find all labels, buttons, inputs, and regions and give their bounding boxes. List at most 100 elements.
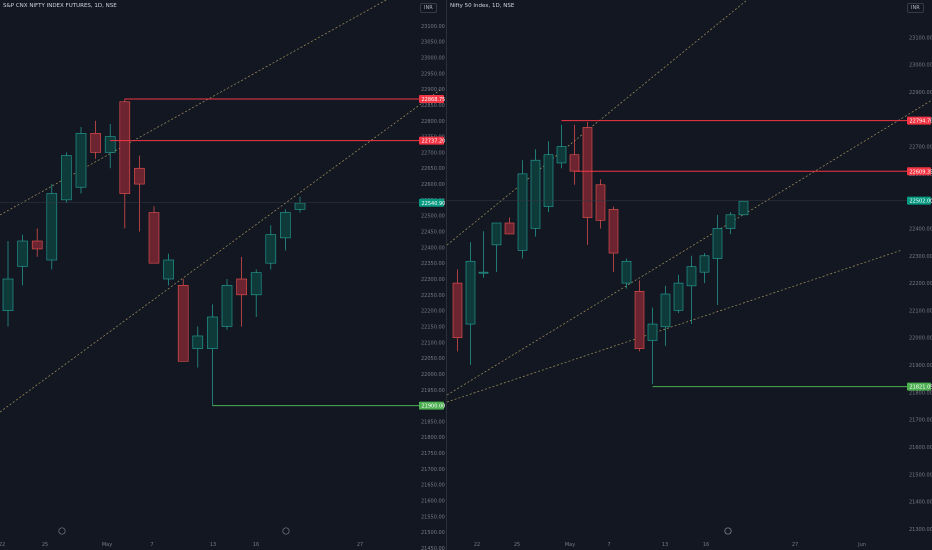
candle <box>46 184 58 270</box>
x-tick-label: 27 <box>357 542 363 548</box>
candle <box>61 152 72 204</box>
resistance-price-badge <box>907 116 931 125</box>
y-tick-label: 21300.00 <box>909 527 932 533</box>
candle <box>491 222 502 273</box>
candle <box>75 127 87 194</box>
y-tick-label: 21600.00 <box>421 499 445 505</box>
y-tick-label: 22850.00 <box>421 103 445 109</box>
event-marker-icon <box>282 527 290 535</box>
candle-body <box>280 212 291 239</box>
resistance-price-badge <box>907 167 931 176</box>
candle-body <box>530 159 541 229</box>
y-tick-label: 22200.00 <box>421 309 445 315</box>
candle-body <box>31 240 43 250</box>
currency-badge-left[interactable]: INR <box>420 3 437 13</box>
y-tick-label: 22050.00 <box>421 356 445 362</box>
candle <box>236 256 247 327</box>
candle <box>647 307 658 385</box>
candle-body <box>192 335 204 349</box>
candle <box>712 214 723 305</box>
channel-line <box>447 99 932 396</box>
support-price-label: 21900.00 <box>422 404 446 410</box>
candle-body <box>177 285 189 362</box>
y-tick-label: 22600.00 <box>421 182 445 188</box>
candle-body <box>265 234 277 264</box>
y-tick-label: 22900.00 <box>421 87 445 93</box>
x-tick-label: 25 <box>514 542 520 548</box>
candle-body <box>699 255 710 273</box>
candle <box>660 285 671 346</box>
y-tick-label: 22650.00 <box>421 166 445 172</box>
y-tick-label: 21400.00 <box>909 500 932 506</box>
y-tick-label: 21900.00 <box>909 363 932 369</box>
candle <box>294 196 306 213</box>
candle-body <box>2 278 14 311</box>
chart-title-left: S&P CNX NIFTY INDEX FUTURES, 1D, NSE <box>3 3 117 9</box>
x-tick-label: 7 <box>150 542 153 548</box>
candle-body <box>491 222 502 246</box>
candle-body <box>119 101 131 194</box>
chart-pane-left[interactable]: S&P CNX NIFTY INDEX FUTURES, 1D, NSE INR… <box>0 0 446 550</box>
current-price-label: 22502.00 <box>910 199 932 205</box>
y-tick-label: 22500.00 <box>421 214 445 220</box>
candle <box>280 209 291 251</box>
candle <box>2 241 14 327</box>
resistance-price-label: 22737.20 <box>422 139 446 145</box>
candle-body <box>104 136 116 153</box>
support-price-badge <box>907 382 931 391</box>
candle <box>265 225 277 270</box>
candle <box>530 149 541 237</box>
candle <box>725 212 736 234</box>
candlestick-chart-left[interactable]: 23100.00 23050.00 23000.00 22950.00 22900.00… <box>0 0 446 550</box>
candle-body <box>294 202 306 210</box>
candle-body <box>148 212 160 264</box>
x-tick-label: 27 <box>792 542 798 548</box>
y-tick-label: 21700.00 <box>909 418 932 424</box>
y-tick-label: 23000.00 <box>909 63 932 69</box>
candle <box>569 124 580 185</box>
candle <box>207 304 218 406</box>
chart-pane-right[interactable]: Nifty 50 Index, 1D, NSE INR 23100.00 2300… <box>447 0 932 550</box>
x-tick-label: Jun <box>857 542 866 548</box>
candle-body <box>725 214 736 229</box>
y-tick-label: 21950.00 <box>421 388 445 394</box>
candle-body <box>738 200 749 216</box>
candle-body <box>660 293 671 328</box>
candle <box>517 160 528 259</box>
x-tick-label: 16 <box>253 542 259 548</box>
channel-line <box>0 89 441 413</box>
resistance-price-label: 22609.35 <box>910 169 932 175</box>
candle <box>90 120 101 159</box>
y-tick-label: 22400.00 <box>421 245 445 251</box>
candle-body <box>608 209 619 254</box>
y-tick-label: 21500.00 <box>421 530 445 536</box>
candle <box>119 98 131 229</box>
candle-body <box>621 260 632 284</box>
y-tick-label: 22350.00 <box>421 261 445 267</box>
candlestick-chart-right[interactable]: 23100.0023000.0022900.0022800.0022700.00… <box>447 0 932 550</box>
current-price-badge <box>907 196 931 205</box>
candle <box>177 279 189 362</box>
candle <box>556 124 567 169</box>
support-price-label: 21821.05 <box>910 385 932 391</box>
candle <box>595 179 606 229</box>
candle <box>134 155 145 232</box>
candle-body <box>163 259 174 280</box>
candle <box>504 217 515 235</box>
candle-body <box>236 278 247 296</box>
candle <box>221 279 233 330</box>
y-tick-label: 21650.00 <box>421 483 445 489</box>
candle-body <box>634 290 645 349</box>
y-tick-label: 21750.00 <box>421 451 445 457</box>
candle <box>452 269 463 352</box>
x-tick-label: 22 <box>0 542 5 548</box>
pane-divider[interactable] <box>446 0 447 550</box>
currency-badge-right[interactable]: INR <box>907 3 924 13</box>
candle <box>192 326 204 368</box>
y-tick-label: 23100.00 <box>421 24 445 30</box>
y-tick-label: 22000.00 <box>421 372 445 378</box>
y-tick-label: 22200.00 <box>909 281 932 287</box>
y-tick-label: 21450.00 <box>421 546 445 550</box>
y-tick-label: 22300.00 <box>421 277 445 283</box>
x-tick-label: May <box>102 542 112 548</box>
